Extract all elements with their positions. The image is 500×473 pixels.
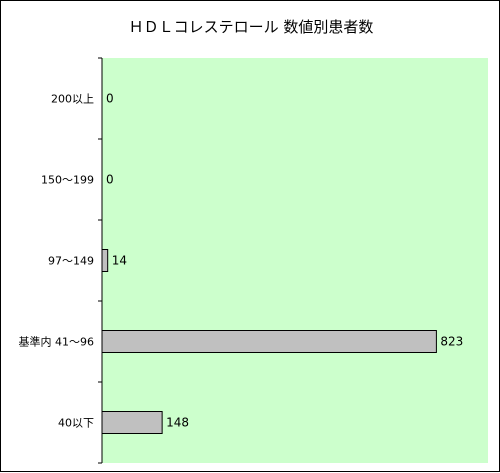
value-labels: 0 0 14 823 148 (106, 92, 463, 430)
data-label: 0 (106, 173, 114, 187)
bars (101, 249, 437, 434)
category-labels: 200以上 150～199 97～149 基準内 41～96 40以下 (19, 93, 95, 430)
bar (101, 411, 163, 434)
data-label: 148 (166, 416, 189, 430)
bar (101, 249, 109, 272)
category-label: 200以上 (51, 93, 94, 106)
plot-area (102, 58, 488, 463)
category-label: 基準内 41～96 (19, 335, 95, 349)
data-label: 0 (106, 92, 114, 106)
chart-title: ＨＤＬコレステロール 数値別患者数 (129, 18, 374, 36)
data-label: 14 (112, 254, 127, 268)
data-label: 823 (440, 335, 463, 349)
category-label: 40以下 (58, 417, 94, 430)
y-axis-ticks (98, 57, 102, 464)
bar (101, 330, 437, 353)
category-label: 97～149 (48, 255, 94, 268)
category-label: 150～199 (41, 174, 94, 187)
